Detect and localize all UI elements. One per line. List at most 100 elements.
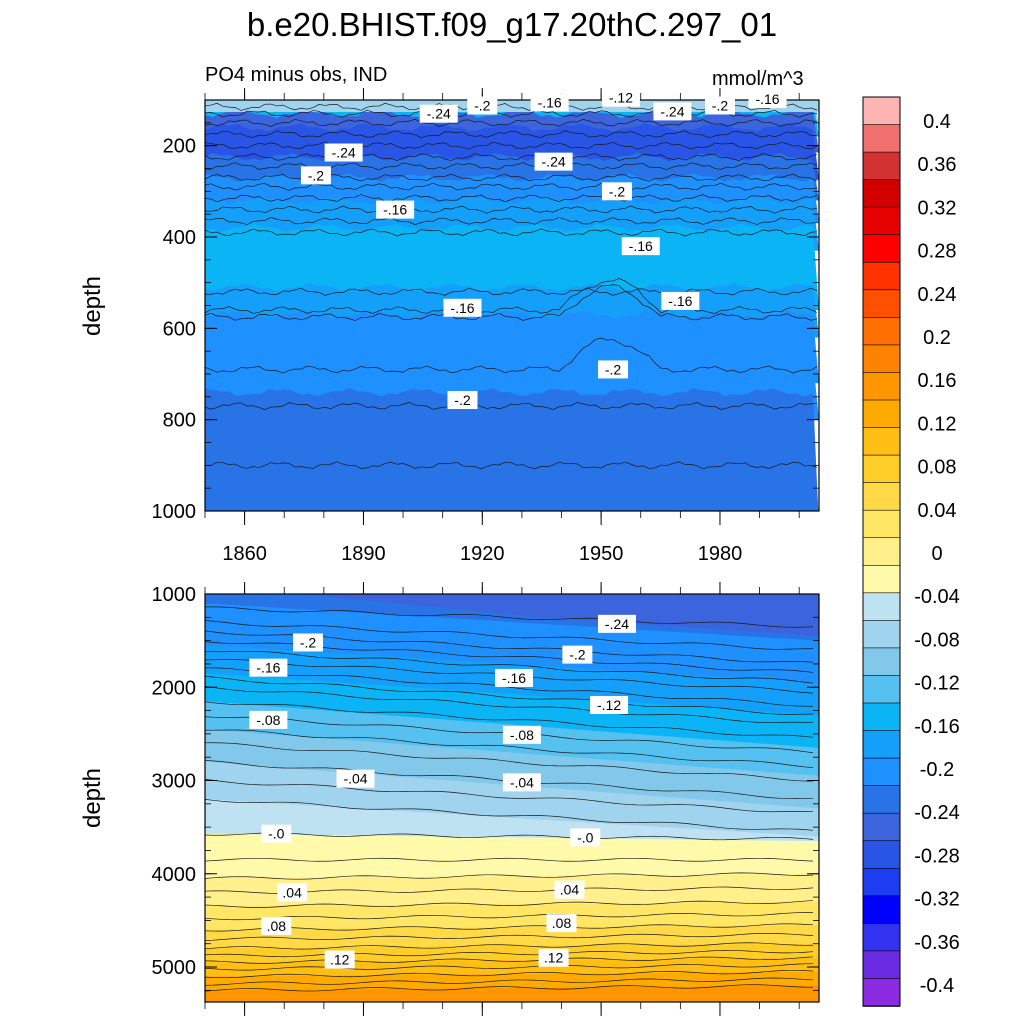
colorbar-label: 0.4 (923, 111, 951, 133)
colorbar-label: 0.12 (918, 413, 957, 435)
contour-line (205, 194, 818, 203)
contour-line (205, 205, 818, 214)
colorbar-label: -0.24 (914, 802, 960, 824)
contour-fill-band (205, 873, 819, 908)
contour-line (205, 401, 818, 410)
colorbar-swatch (862, 344, 901, 374)
contour-label: -.2 (308, 167, 325, 183)
contour-line (205, 900, 814, 908)
contour-line (205, 130, 818, 139)
colorbar-label: 0.2 (923, 327, 951, 349)
colorbar-swatch (862, 454, 901, 484)
contour-line (205, 278, 818, 314)
contour-line (205, 337, 818, 374)
colorbar-swatch (862, 950, 901, 980)
contour-label: -.24 (605, 616, 629, 632)
contour-line (205, 701, 814, 738)
contour-label: -.24 (542, 154, 566, 170)
colorbar-label: 0.16 (918, 370, 957, 392)
colorbar-swatch (862, 620, 901, 649)
contour-line (205, 461, 818, 470)
contour-line (205, 950, 814, 958)
contour-label-bg (261, 824, 292, 843)
colorbar-swatch (862, 179, 901, 208)
colorbar-label: -0.32 (914, 889, 960, 911)
colorbar-swatch (862, 151, 901, 181)
y-axis-title: depth (79, 768, 106, 828)
contour-label-bg (502, 773, 541, 792)
colorbar-swatch (862, 840, 901, 870)
colorbar-label: 0.36 (918, 154, 957, 176)
colorbar-swatch (862, 785, 901, 814)
x-tick-label: 1890 (341, 543, 386, 565)
contour-label-bg (597, 614, 636, 633)
contour-label: -.24 (427, 106, 451, 122)
bottom-contour-panel: 1000 2000 3000 4000 5000 depth -.24 -.2 -.2 -.16 -… (79, 582, 820, 1016)
colorbar-label: 0.24 (918, 284, 957, 306)
colorbar-label: 0 (931, 543, 942, 565)
contour-line (205, 217, 818, 226)
colorbar-label: 0.28 (918, 241, 957, 263)
colorbar-swatch (862, 867, 901, 897)
contour-label-bg (324, 143, 363, 162)
contour-label: -.12 (609, 90, 633, 106)
contour-label: -.16 (256, 660, 280, 676)
contour-label: -.24 (660, 103, 684, 119)
contour-label: -.16 (502, 670, 526, 686)
contour-line (205, 984, 814, 992)
colorbar-label: -0.28 (914, 845, 960, 867)
contour-label: -.2 (569, 647, 586, 663)
contour-label-bg (546, 914, 577, 933)
colorbar-swatch (862, 234, 901, 264)
contour-label: -.12 (597, 697, 621, 713)
contour-label-bg (261, 916, 292, 935)
contour-label-bg (534, 152, 573, 171)
contour-fill-band (205, 925, 819, 950)
contour-line (205, 932, 814, 941)
contour-fill-band (205, 426, 819, 511)
y-tick-label: 1000 (152, 501, 197, 523)
contour-line (205, 779, 814, 813)
contour-fill-band (205, 943, 819, 964)
contour-line (205, 606, 814, 628)
contour-fill-band (205, 985, 819, 1002)
x-tick-label: 1980 (698, 543, 743, 565)
x-tick-label: 1950 (579, 543, 624, 565)
contour-line (205, 832, 814, 841)
contour-line (205, 956, 814, 964)
contour-label-bg (538, 948, 569, 967)
colorbar-label: 0.04 (918, 500, 957, 522)
contour-line (205, 676, 814, 715)
contour-label-bg (502, 725, 541, 744)
contour-label-bg (590, 695, 629, 714)
colorbar-label: -0.4 (920, 975, 954, 997)
contour-label: -.2 (712, 97, 729, 113)
contour-label-bg (324, 950, 355, 969)
colorbar-label: -0.04 (914, 586, 960, 608)
contour-label-bg (530, 93, 569, 112)
contour-line (205, 667, 814, 707)
y-tick-label: 400 (163, 227, 196, 249)
contour-label: -.08 (256, 712, 280, 728)
contour-label: -.2 (609, 183, 626, 199)
contour-line (205, 141, 818, 150)
contour-label: -.04 (510, 774, 534, 790)
y-axis-title: depth (79, 276, 106, 336)
contour-line (205, 287, 818, 296)
left-string: PO4 minus obs, IND (205, 64, 388, 86)
top-contour-panel: 200 400 600 800 1000 1860 1890 1920 1950 1980 dept… (79, 88, 820, 565)
contour-label: -.16 (450, 300, 474, 316)
contour-label: .04 (560, 882, 580, 898)
contour-label-bg (336, 769, 375, 788)
colorbar-swatch (862, 372, 901, 401)
contour-label-bg (601, 182, 632, 201)
y-tick-label: 3000 (152, 771, 197, 793)
contour-label: .04 (282, 884, 302, 900)
contour-label: .08 (267, 918, 287, 934)
contour-line (205, 620, 814, 650)
colorbar-label: -0.12 (914, 673, 960, 695)
units-label: mmol/m^3 (712, 68, 804, 90)
contour-fill-band (205, 729, 819, 810)
contour-line (205, 729, 814, 768)
contour-line (205, 153, 818, 161)
